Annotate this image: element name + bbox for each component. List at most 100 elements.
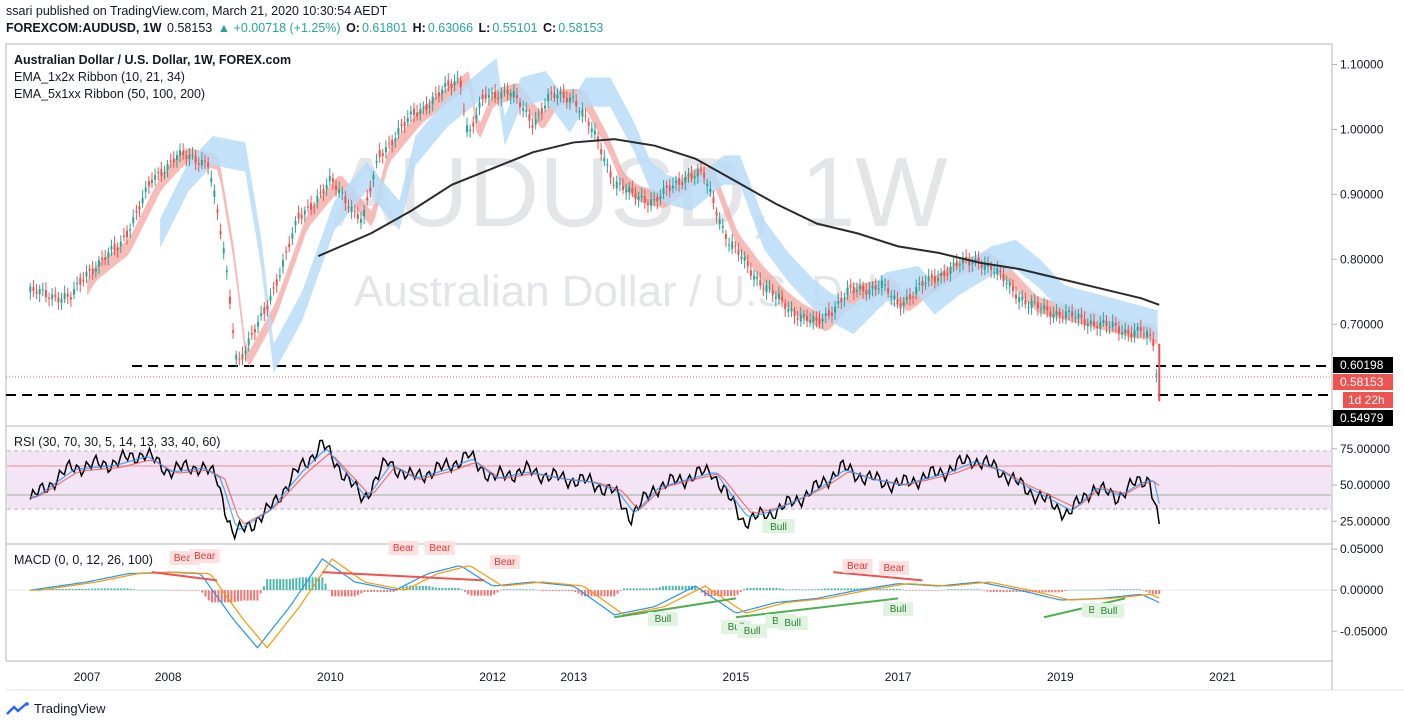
symbol-name[interactable]: FOREXCOM:AUDUSD, 1W: [6, 21, 162, 35]
macd-legend[interactable]: MACD (0, 0, 12, 26, 100): [14, 553, 153, 567]
ema2-legend[interactable]: EMA_5x1xx Ribbon (50, 100, 200): [14, 87, 205, 101]
chart-title[interactable]: Australian Dollar / U.S. Dollar, 1W, FOR…: [14, 53, 292, 67]
ohlc-h-label: H:: [412, 21, 426, 35]
price-candle: [129, 229, 132, 231]
price-candle: [1005, 282, 1008, 285]
price-candle: [715, 211, 718, 216]
macd-histogram-bar: [308, 577, 311, 591]
macd-histogram-bar: [814, 589, 817, 591]
macd-histogram-bar: [493, 590, 496, 595]
ema1-legend[interactable]: EMA_1x2x Ribbon (10, 21, 34): [14, 70, 185, 84]
macd-histogram-bar: [269, 579, 272, 591]
price-candle: [568, 97, 571, 103]
macd-histogram-bar: [914, 590, 917, 591]
macd-histogram-bar: [717, 590, 720, 597]
macd-bull-tag-text: Bull: [784, 618, 801, 629]
last-price-tag-text: 0.58153: [1340, 375, 1384, 389]
macd-histogram-bar: [882, 588, 885, 591]
macd-histogram-bar: [201, 590, 204, 593]
price-candle: [338, 189, 341, 194]
macd-histogram-bar: [947, 589, 950, 591]
level-upper-tag-text: 0.60198: [1340, 358, 1384, 372]
price-candle: [1046, 306, 1049, 311]
time-axis-tick-label: 2017: [885, 670, 912, 684]
macd-histogram-bar: [159, 589, 162, 591]
macd-bear-divergence: [322, 571, 485, 582]
price-candle: [253, 329, 256, 333]
macd-histogram-bar: [567, 590, 570, 592]
price-candle: [921, 280, 924, 286]
macd-histogram-bar: [759, 587, 762, 591]
rsi-legend[interactable]: RSI (30, 70, 30, 5, 14, 13, 33, 40, 60): [14, 435, 221, 449]
price-candle: [232, 330, 235, 333]
macd-histogram-bar: [1002, 590, 1005, 592]
macd-histogram-bar: [830, 588, 833, 591]
price-candle: [266, 306, 269, 310]
price-candle: [709, 188, 712, 192]
price-candle: [996, 268, 999, 275]
macd-histogram-bar: [661, 586, 664, 591]
price-candle: [76, 282, 79, 285]
price-candle: [824, 313, 827, 316]
macd-histogram-bar: [937, 590, 940, 591]
price-candle: [1008, 282, 1011, 287]
macd-histogram-bar: [639, 588, 642, 591]
price-candle: [637, 196, 640, 200]
macd-bear-tag: [879, 561, 910, 575]
macd-histogram-bar: [752, 587, 755, 591]
macd-histogram-bar: [564, 590, 567, 592]
macd-histogram-bar: [129, 588, 132, 591]
price-candle: [497, 97, 500, 100]
price-candle: [73, 289, 75, 295]
time-axis-tick-label: 2010: [317, 670, 344, 684]
footer-brand[interactable]: TradingView: [6, 701, 106, 716]
price-candle: [278, 275, 281, 277]
macd-histogram-bar: [1028, 590, 1031, 593]
price-candle: [837, 301, 840, 304]
ema2-params: (50, 100, 200): [127, 87, 206, 101]
macd-histogram-bar: [645, 588, 648, 591]
macd-histogram-bar: [395, 590, 398, 591]
macd-histogram-bar: [298, 577, 301, 591]
macd-histogram-bar: [373, 590, 376, 592]
macd-histogram-bar: [976, 589, 979, 591]
price-candle: [1099, 322, 1102, 329]
price-candle: [466, 125, 469, 133]
macd-histogram-bar: [755, 587, 758, 591]
macd-histogram-bar: [103, 588, 106, 591]
price-candle: [481, 94, 484, 100]
price-candle: [834, 306, 837, 313]
price-candle: [759, 280, 762, 286]
price-candle: [668, 185, 671, 191]
macd-histogram-bar: [464, 590, 467, 592]
price-candle: [250, 332, 253, 335]
macd-histogram-bar: [678, 585, 681, 591]
price-candle: [880, 280, 883, 288]
price-candle: [213, 190, 216, 197]
macd-histogram-bar: [593, 590, 596, 597]
price-candle: [718, 219, 721, 225]
price-candle: [765, 285, 768, 293]
price-candle: [310, 202, 313, 210]
macd-histogram-bar: [1093, 589, 1096, 591]
price-candle: [97, 260, 100, 267]
price-candle: [69, 297, 72, 300]
macd-signal-line: [30, 558, 1160, 649]
price-candle: [450, 83, 453, 88]
price-candle: [999, 270, 1002, 272]
macd-histogram-bar: [1119, 589, 1122, 591]
macd-histogram-bar: [743, 589, 746, 591]
main-pane[interactable]: [5, 43, 1333, 427]
price-candle: [961, 257, 964, 264]
price-candle: [344, 196, 347, 204]
macd-bull-tag: [1093, 604, 1124, 618]
price-candle: [777, 294, 780, 300]
macd-histogram-bar: [253, 590, 256, 601]
macd-histogram-bar: [1018, 590, 1021, 592]
price-candle: [503, 90, 506, 92]
price-candle: [1039, 308, 1042, 310]
macd-histogram-bar: [1116, 589, 1119, 591]
macd-bear-tag-text: Bear: [494, 557, 516, 568]
macd-histogram-bar: [217, 590, 220, 603]
